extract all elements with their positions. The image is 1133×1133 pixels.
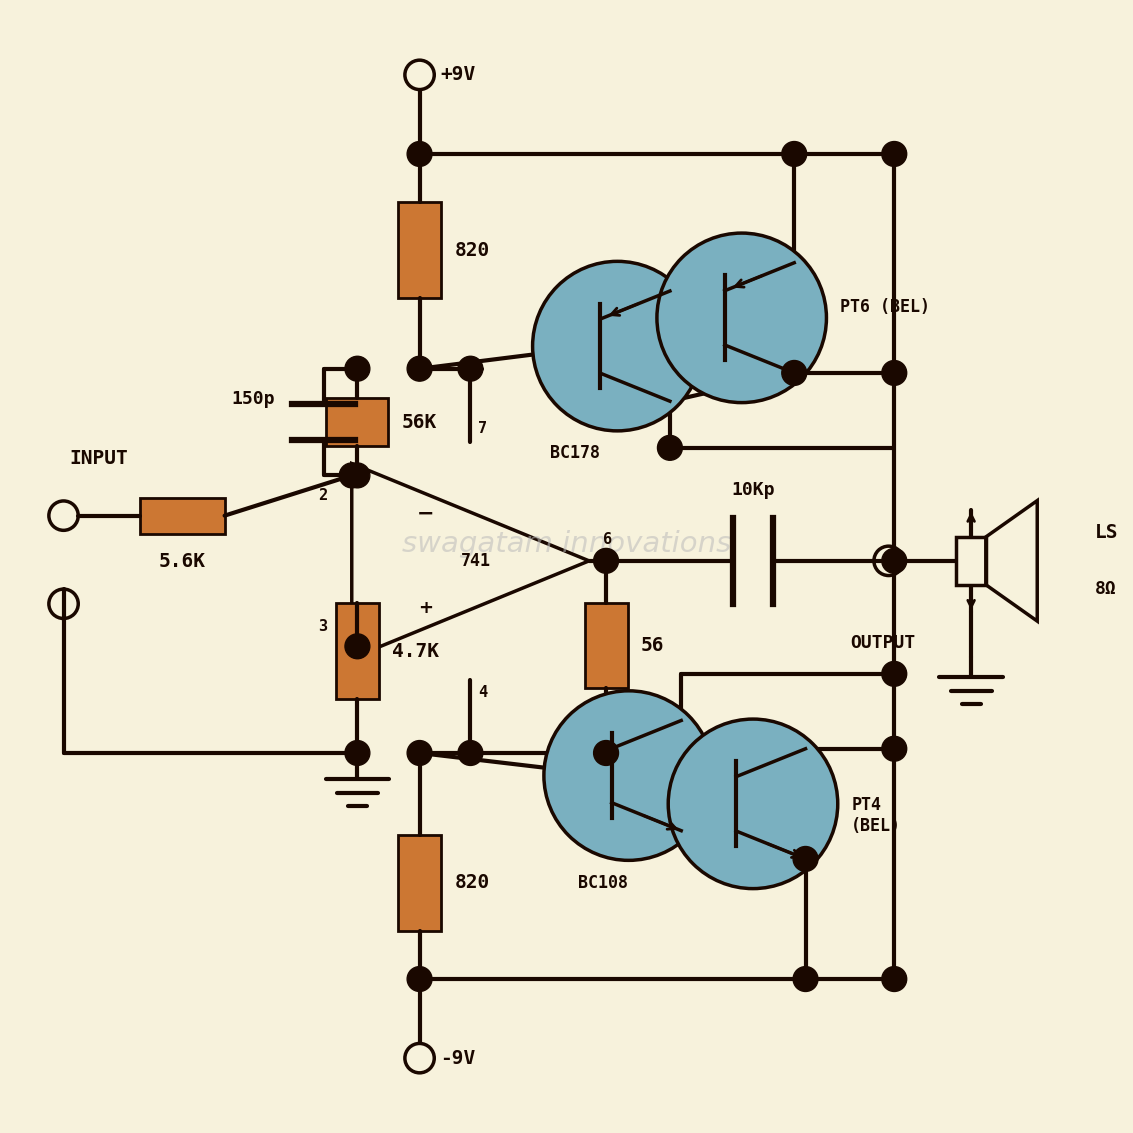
Text: 5.6K: 5.6K: [159, 552, 206, 571]
Text: swagatam innovations: swagatam innovations: [402, 530, 731, 557]
Circle shape: [881, 736, 906, 761]
Circle shape: [344, 356, 369, 381]
Circle shape: [344, 463, 369, 488]
FancyBboxPatch shape: [398, 835, 441, 931]
Text: 6: 6: [603, 533, 612, 547]
Text: 56K: 56K: [402, 412, 437, 432]
Circle shape: [881, 662, 906, 687]
Text: 820: 820: [454, 240, 489, 259]
Circle shape: [594, 548, 619, 573]
Circle shape: [544, 691, 714, 860]
Circle shape: [344, 633, 369, 658]
Circle shape: [657, 233, 826, 402]
Circle shape: [657, 435, 682, 460]
Circle shape: [881, 966, 906, 991]
Circle shape: [881, 548, 906, 573]
Circle shape: [458, 741, 483, 766]
Text: PT6 (BEL): PT6 (BEL): [840, 298, 930, 316]
Circle shape: [533, 262, 702, 431]
Text: BC108: BC108: [578, 874, 628, 892]
Circle shape: [458, 356, 483, 381]
Circle shape: [407, 142, 432, 167]
Circle shape: [881, 360, 906, 385]
Circle shape: [668, 719, 837, 888]
FancyBboxPatch shape: [585, 603, 628, 688]
Text: 3: 3: [317, 619, 327, 633]
FancyBboxPatch shape: [337, 603, 378, 699]
Text: PT4
(BEL): PT4 (BEL): [851, 795, 902, 835]
Text: INPUT: INPUT: [69, 449, 128, 468]
Text: OUTPUT: OUTPUT: [851, 634, 915, 653]
Text: -9V: -9V: [440, 1049, 475, 1067]
Circle shape: [594, 741, 619, 766]
Text: +: +: [418, 599, 433, 617]
Text: 2: 2: [317, 488, 327, 503]
FancyBboxPatch shape: [139, 497, 224, 534]
Circle shape: [344, 741, 369, 766]
Text: LS: LS: [1094, 523, 1118, 542]
Text: 820: 820: [454, 874, 489, 893]
Circle shape: [407, 356, 432, 381]
Circle shape: [793, 846, 818, 871]
Text: 741: 741: [461, 552, 492, 570]
Text: 8Ω: 8Ω: [1094, 580, 1117, 598]
Circle shape: [782, 360, 807, 385]
FancyBboxPatch shape: [398, 202, 441, 298]
Circle shape: [407, 741, 432, 766]
Bar: [956, 537, 986, 585]
Circle shape: [793, 966, 818, 991]
Circle shape: [339, 463, 364, 488]
Text: 4.7K: 4.7K: [392, 641, 440, 661]
Circle shape: [407, 966, 432, 991]
Text: 150p: 150p: [231, 391, 275, 409]
Circle shape: [782, 142, 807, 167]
Text: 56: 56: [641, 636, 665, 655]
Text: 10Kp: 10Kp: [731, 480, 775, 499]
FancyBboxPatch shape: [326, 399, 389, 445]
Circle shape: [881, 142, 906, 167]
Text: +9V: +9V: [440, 66, 475, 84]
Text: 7: 7: [478, 421, 487, 436]
Text: 4: 4: [478, 685, 487, 700]
Text: BC178: BC178: [550, 444, 600, 462]
Text: −: −: [417, 503, 434, 523]
